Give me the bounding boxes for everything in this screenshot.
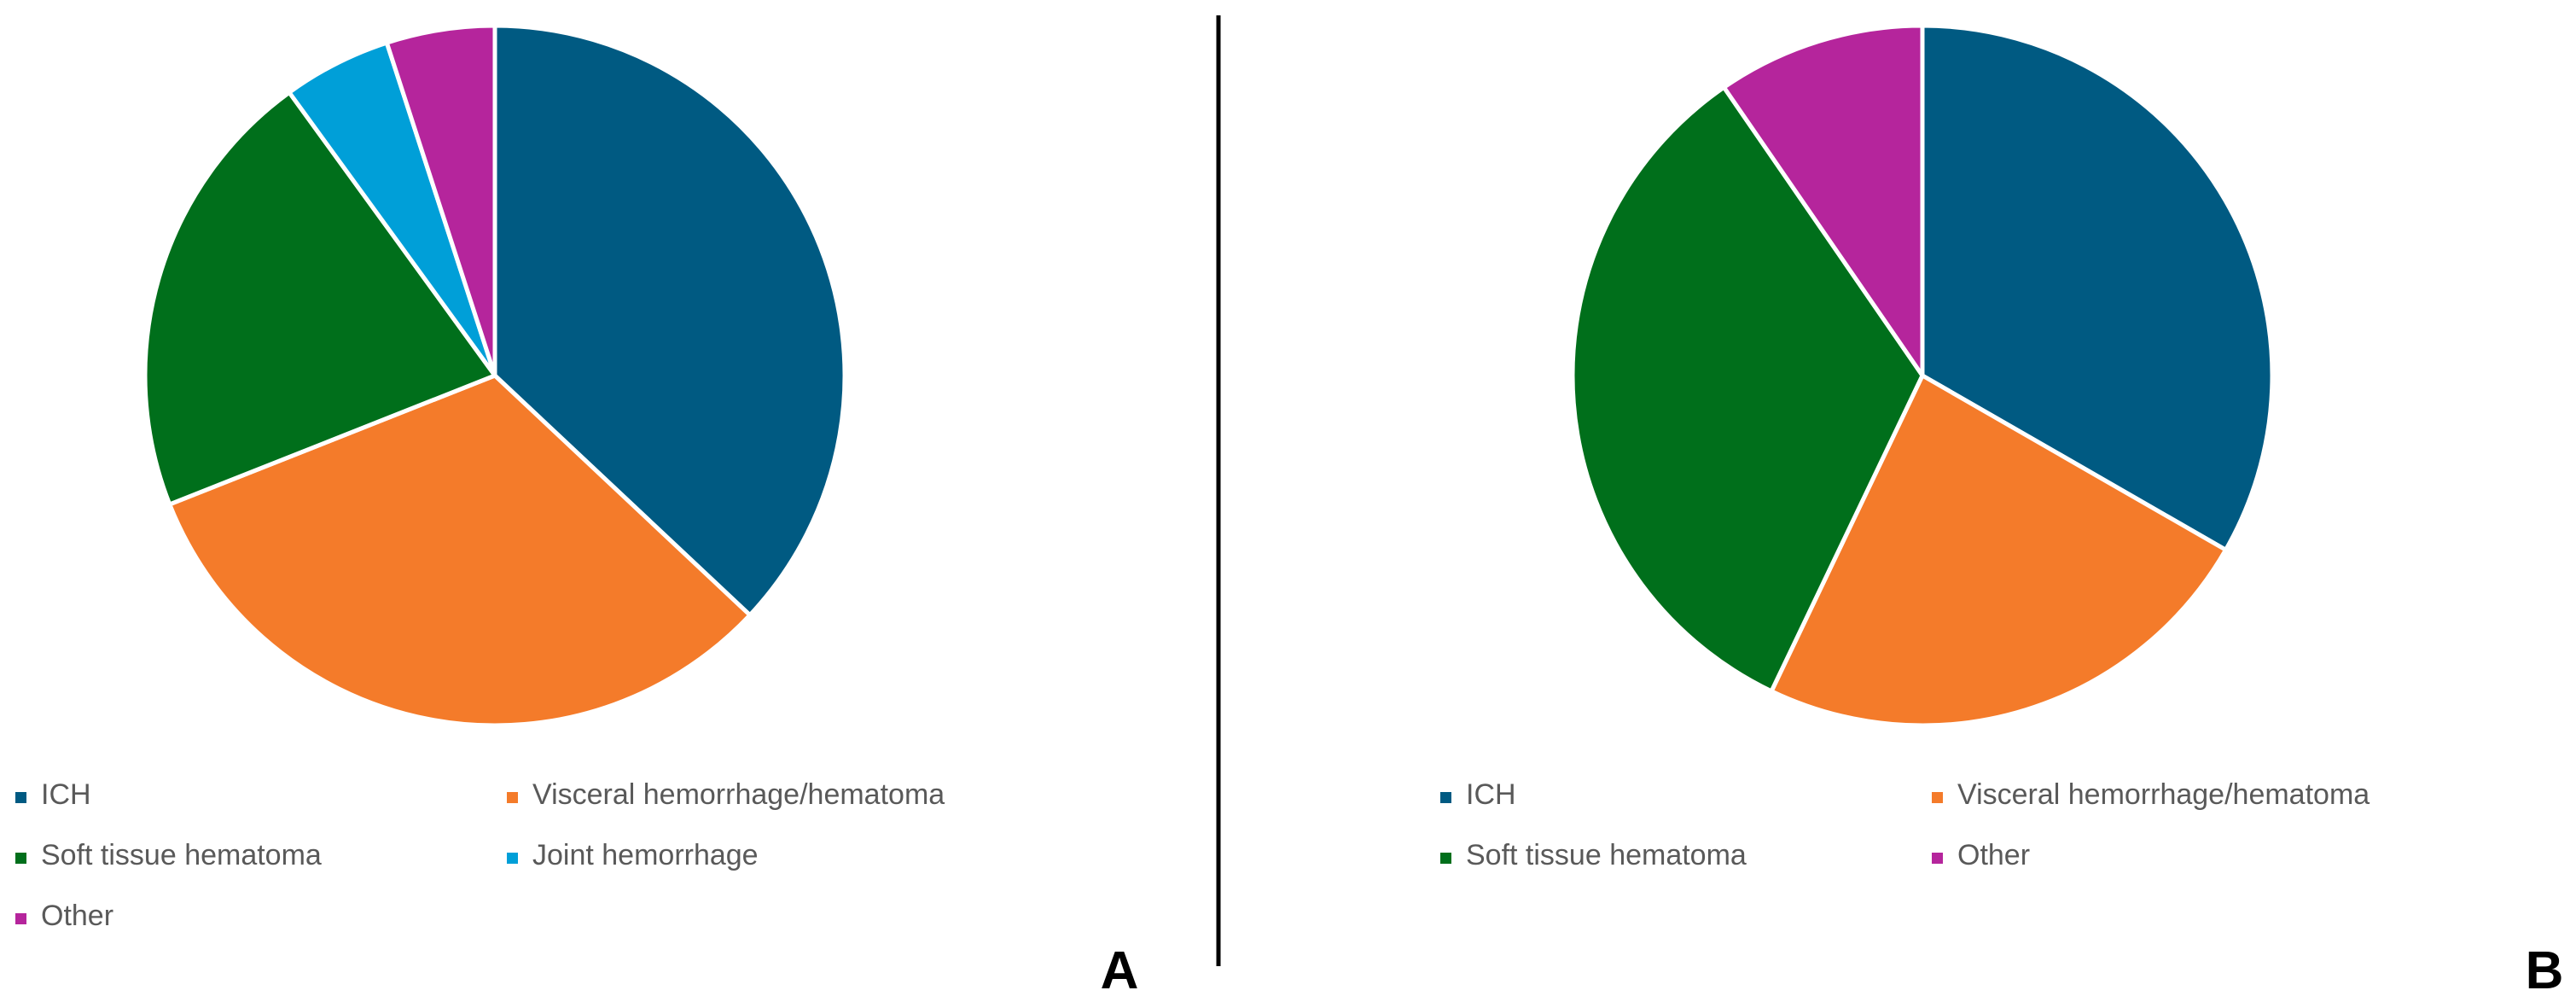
- legend-item-ich: ICH: [15, 778, 91, 811]
- legend-item-visceral-hemorrhage-hematoma: Visceral hemorrhage/hematoma: [1932, 778, 2370, 811]
- legend-swatch: [15, 792, 26, 803]
- legend-label: Joint hemorrhage: [532, 839, 759, 871]
- pie-slice-ich: [1920, 23, 2275, 552]
- pie-chart-b: [1570, 23, 2275, 728]
- legend-item-joint-hemorrhage: Joint hemorrhage: [507, 839, 759, 871]
- panel-a: ICH Visceral hemorrhage/hematoma Soft tiss…: [15, 23, 1139, 1000]
- legend-swatch: [507, 853, 518, 864]
- panel-b: ICH Visceral hemorrhage/hematoma Soft tiss…: [1440, 23, 2564, 1000]
- legend-swatch: [1932, 792, 1943, 803]
- legend-item-other: Other: [1932, 839, 2030, 871]
- legend-swatch: [507, 792, 518, 803]
- panel-label-a: A: [1101, 941, 1139, 1000]
- pie-slice-soft-tissue-hematoma: [142, 90, 497, 507]
- legend-swatch: [15, 853, 26, 864]
- pie-chart-a: [142, 23, 847, 728]
- legend-swatch: [1440, 853, 1451, 864]
- panel-label-b: B: [2526, 941, 2564, 1000]
- legend-item-ich: ICH: [1440, 778, 1516, 811]
- legend-item-visceral-hemorrhage-hematoma: Visceral hemorrhage/hematoma: [507, 778, 945, 811]
- pie-slice-visceral-hemorrhage-hematoma: [1769, 373, 2228, 728]
- pie-slice-other: [1721, 23, 1925, 378]
- legend-label: Soft tissue hematoma: [1466, 839, 1747, 871]
- legend-item-other: Other: [15, 900, 113, 932]
- legend-label: Visceral hemorrhage/hematoma: [1957, 778, 2370, 811]
- legend-item-soft-tissue-hematoma: Soft tissue hematoma: [15, 839, 322, 871]
- legend-label: Soft tissue hematoma: [41, 839, 322, 871]
- legend-label: ICH: [41, 778, 91, 811]
- legend-swatch: [1932, 853, 1943, 864]
- pie-slice-soft-tissue-hematoma: [1570, 84, 1925, 694]
- legend-swatch: [15, 913, 26, 924]
- pie-slice-visceral-hemorrhage-hematoma: [167, 373, 753, 728]
- legend-swatch: [1440, 792, 1451, 803]
- legend-item-soft-tissue-hematoma: Soft tissue hematoma: [1440, 839, 1747, 871]
- legend-b: ICH Visceral hemorrhage/hematoma Soft tiss…: [1440, 778, 2370, 871]
- legend-label: ICH: [1466, 778, 1516, 811]
- pie-slice-ich: [492, 23, 847, 618]
- legend-label: Other: [1957, 839, 2030, 871]
- legend-label: Visceral hemorrhage/hematoma: [532, 778, 945, 811]
- legend-label: Other: [41, 900, 113, 932]
- pie-slice-other: [384, 23, 497, 378]
- legend-a: ICH Visceral hemorrhage/hematoma Soft tiss…: [15, 778, 945, 932]
